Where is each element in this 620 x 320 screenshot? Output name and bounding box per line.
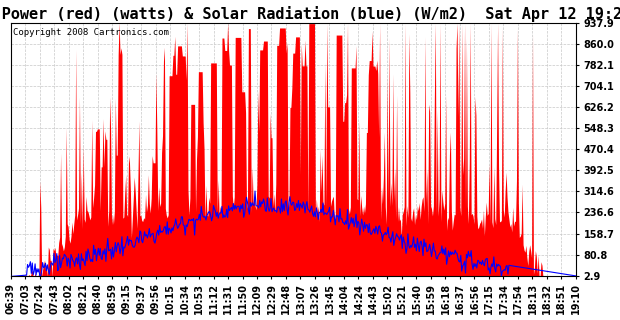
Text: Copyright 2008 Cartronics.com: Copyright 2008 Cartronics.com — [14, 28, 169, 37]
Title: Grid Power (red) (watts) & Solar Radiation (blue) (W/m2)  Sat Apr 12 19:21: Grid Power (red) (watts) & Solar Radiati… — [0, 5, 620, 21]
